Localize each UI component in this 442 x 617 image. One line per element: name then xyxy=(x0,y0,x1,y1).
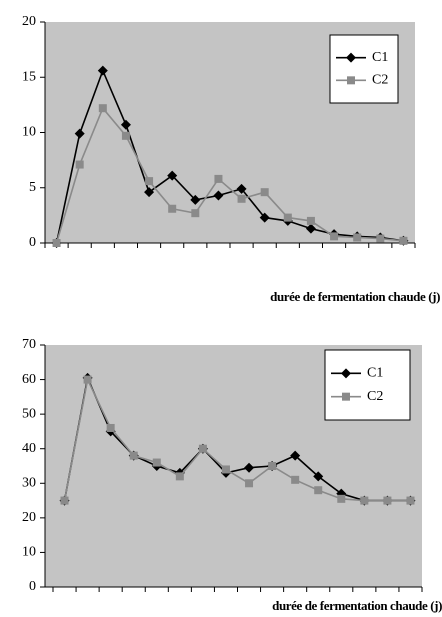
marker xyxy=(291,475,300,484)
marker xyxy=(268,462,277,470)
marker xyxy=(167,170,178,181)
marker xyxy=(52,239,61,247)
marker xyxy=(305,223,316,234)
series-line xyxy=(63,377,411,502)
marker xyxy=(98,104,107,113)
marker xyxy=(353,233,362,242)
marker xyxy=(152,458,161,467)
marker xyxy=(290,450,301,461)
marker xyxy=(244,462,255,473)
marker xyxy=(313,471,324,482)
y-tick-label: 60 xyxy=(22,372,36,387)
series-line xyxy=(55,68,404,244)
marker xyxy=(213,190,224,201)
y-tick-label: 0 xyxy=(29,579,36,594)
y-tick-label: 40 xyxy=(22,441,36,456)
marker xyxy=(283,213,292,222)
marker xyxy=(214,174,223,183)
marker xyxy=(221,465,230,474)
y-tick-label: 10 xyxy=(22,125,36,140)
marker xyxy=(260,188,269,197)
marker xyxy=(360,496,369,505)
marker xyxy=(337,494,346,503)
series-line xyxy=(55,106,404,244)
y-tick-label: 15 xyxy=(22,69,36,84)
legend-label: C1 xyxy=(367,366,383,381)
legend-box xyxy=(324,349,411,421)
y-tick-label: 10 xyxy=(22,545,36,560)
marker xyxy=(383,496,392,505)
marker xyxy=(237,194,246,203)
marker xyxy=(259,212,270,223)
marker xyxy=(121,131,130,140)
series-line xyxy=(63,375,411,502)
marker xyxy=(341,368,351,379)
y-tick-label: 70 xyxy=(22,337,36,352)
legend-label: C1 xyxy=(372,50,388,65)
y-tick-label: 20 xyxy=(22,510,36,525)
marker xyxy=(342,392,350,401)
marker xyxy=(60,496,69,505)
marker xyxy=(406,496,415,505)
marker xyxy=(198,444,207,453)
marker xyxy=(168,204,177,213)
marker xyxy=(106,423,115,432)
marker xyxy=(347,76,355,85)
marker xyxy=(306,216,315,225)
y-tick-label: 0 xyxy=(29,235,36,250)
y-tick-label: 20 xyxy=(22,14,36,29)
marker xyxy=(74,128,85,139)
marker xyxy=(97,65,108,76)
y-tick-label: 5 xyxy=(29,180,36,195)
y-tick-label: 30 xyxy=(22,476,36,491)
marker xyxy=(314,486,323,495)
marker xyxy=(399,236,408,245)
x-axis-label: durée de fermentation chaude (j) xyxy=(270,289,440,304)
marker xyxy=(144,187,155,198)
legend-box xyxy=(329,34,399,104)
marker xyxy=(376,234,385,243)
marker xyxy=(83,375,92,384)
marker xyxy=(120,119,131,130)
marker xyxy=(245,479,254,488)
legend-label: C2 xyxy=(372,73,388,88)
y-tick-label: 50 xyxy=(22,406,36,421)
marker xyxy=(75,160,84,169)
marker xyxy=(346,52,356,63)
marker xyxy=(330,232,339,241)
legend-label: C2 xyxy=(367,389,383,404)
marker xyxy=(129,451,138,460)
marker xyxy=(236,183,247,194)
marker xyxy=(191,209,200,218)
x-axis-label: durée de fermentation chaude (j) xyxy=(272,598,442,613)
marker xyxy=(145,177,154,186)
marker xyxy=(175,472,184,481)
marker xyxy=(190,194,201,205)
